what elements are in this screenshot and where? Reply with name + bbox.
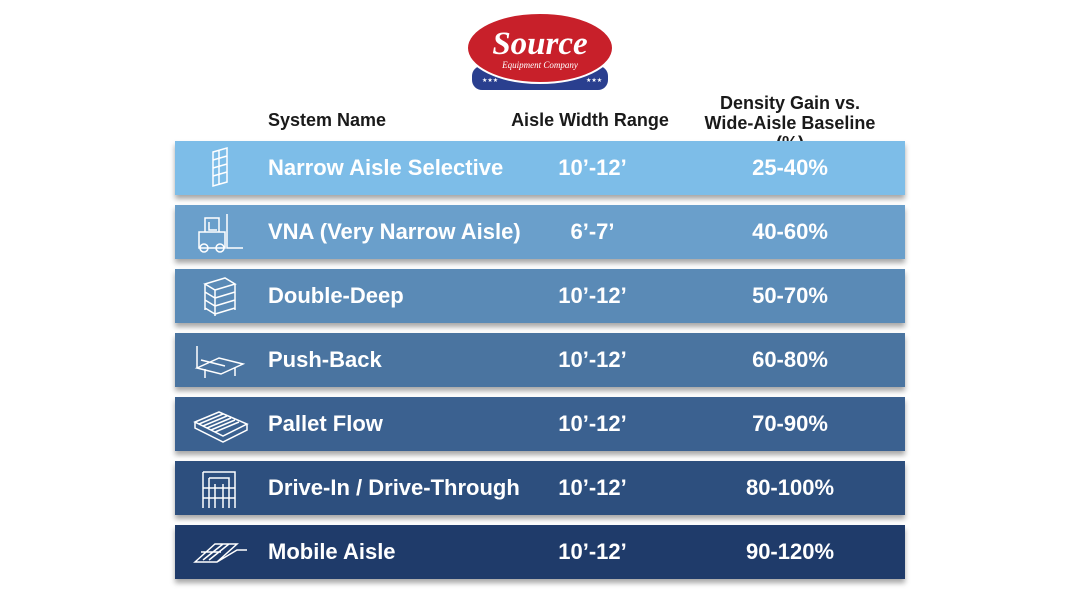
forklift-icon [198, 214, 243, 253]
aisle-width: 10’-12’ [558, 539, 627, 564]
drive-in-rack-icon [202, 471, 236, 508]
header-system-name: System Name [268, 110, 387, 130]
aisle-width: 10’-12’ [558, 475, 627, 500]
svg-text:★★★: ★★★ [482, 77, 498, 84]
push-back-rack-icon [194, 346, 246, 378]
table-row: Push-Back 10’-12’ 60-80% [175, 333, 905, 387]
header-density-gain: Density Gain vs. Wide-Aisle Baseline (%) [690, 93, 890, 153]
mobile-aisle-icon [193, 543, 247, 563]
svg-text:Equipment Company: Equipment Company [501, 60, 578, 70]
header-aisle-width: Aisle Width Range [511, 110, 669, 130]
density-gain: 25-40% [752, 155, 828, 180]
selective-rack-icon [212, 147, 228, 187]
svg-text:★★★: ★★★ [586, 77, 602, 84]
pallet-flow-icon [193, 411, 249, 443]
table-row: Mobile Aisle 10’-12’ 90-120% [175, 525, 905, 579]
source-equipment-logo: Source Equipment Company ★★★ ★★★ [466, 12, 614, 90]
aisle-width: 6’-7’ [570, 219, 615, 244]
table-row: Narrow Aisle Selective 10’-12’ 25-40% [175, 141, 905, 195]
density-gain: 90-120% [745, 539, 835, 564]
aisle-width: 10’-12’ [558, 347, 627, 372]
aisle-width: 10’-12’ [558, 155, 627, 180]
table-row: Pallet Flow 10’-12’ 70-90% [175, 397, 905, 451]
aisle-width: 10’-12’ [558, 411, 627, 436]
system-name: Push-Back [268, 347, 382, 372]
aisle-width: 10’-12’ [558, 283, 627, 308]
density-gain: 50-70% [752, 283, 828, 308]
system-name: Narrow Aisle Selective [268, 155, 504, 180]
system-name: Pallet Flow [268, 411, 383, 436]
density-gain: 80-100% [745, 475, 835, 500]
system-name: VNA (Very Narrow Aisle) [268, 219, 521, 244]
table-row: Double-Deep 10’-12’ 50-70% [175, 269, 905, 323]
density-gain: 60-80% [752, 347, 828, 372]
svg-text:Source: Source [492, 26, 587, 62]
system-name: Mobile Aisle [268, 539, 396, 564]
double-deep-rack-icon [203, 277, 237, 316]
system-name: Drive-In / Drive-Through [268, 475, 520, 500]
header-density-gain-line1: Density Gain vs. [719, 93, 861, 113]
table-row: Drive-In / Drive-Through 10’-12’ 80-100% [175, 461, 905, 515]
density-gain: 40-60% [752, 219, 828, 244]
system-name: Double-Deep [268, 283, 404, 308]
density-gain: 70-90% [752, 411, 828, 436]
table-row: VNA (Very Narrow Aisle) 6’-7’ 40-60% [175, 205, 905, 259]
